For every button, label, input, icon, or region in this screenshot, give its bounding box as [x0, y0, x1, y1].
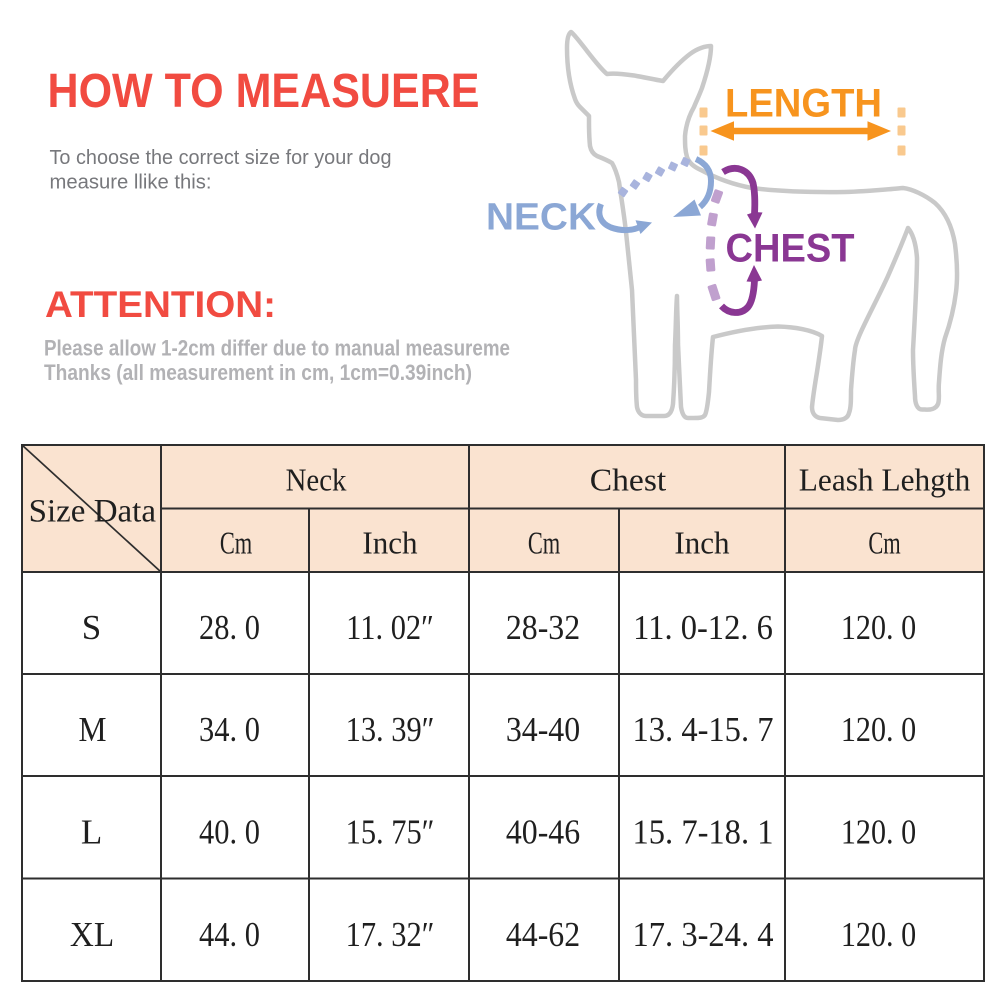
- svg-text:120. 0: 120. 0: [841, 813, 916, 852]
- svg-text:17. 32″: 17. 32″: [346, 916, 435, 954]
- svg-text:17. 3-24. 4: 17. 3-24. 4: [633, 916, 774, 954]
- svg-text:Cm: Cm: [528, 525, 561, 561]
- svg-text:34-40: 34-40: [506, 711, 580, 750]
- svg-text:Neck: Neck: [286, 462, 347, 498]
- svg-text:ATTENTION:: ATTENTION:: [45, 284, 276, 325]
- svg-text:11. 0-12. 6: 11. 0-12. 6: [633, 609, 773, 647]
- svg-text:Chest: Chest: [590, 463, 667, 498]
- svg-text:13. 39″: 13. 39″: [346, 711, 435, 749]
- svg-text:M: M: [79, 711, 107, 750]
- svg-text:XL: XL: [70, 916, 114, 954]
- svg-text:Thanks (all measurement in cm,: Thanks (all measurement in cm, 1cm=0.39i…: [44, 360, 472, 385]
- svg-text:13. 4-15. 7: 13. 4-15. 7: [633, 711, 774, 749]
- svg-text:Size Data: Size Data: [29, 494, 157, 530]
- svg-text:Inch: Inch: [362, 525, 417, 561]
- svg-text:Please allow 1-2cm differ due: Please allow 1-2cm differ due to manual …: [44, 336, 510, 361]
- svg-text:28. 0: 28. 0: [199, 609, 260, 647]
- svg-text:L: L: [81, 813, 102, 852]
- svg-text:Leash Lehgth: Leash Lehgth: [799, 462, 971, 497]
- svg-text:Inch: Inch: [674, 525, 729, 561]
- svg-text:40-46: 40-46: [506, 813, 580, 852]
- svg-text:15. 7-18. 1: 15. 7-18. 1: [633, 813, 774, 851]
- svg-text:34. 0: 34. 0: [199, 711, 260, 749]
- svg-text:To choose the correct size for: To choose the correct size for your dog: [50, 147, 392, 169]
- svg-text:measure llike this:: measure llike this:: [50, 172, 212, 194]
- svg-text:40. 0: 40. 0: [199, 814, 260, 852]
- svg-text:NECK: NECK: [486, 197, 597, 239]
- svg-text:120. 0: 120. 0: [841, 916, 916, 955]
- svg-text:120. 0: 120. 0: [841, 609, 916, 648]
- svg-text:15. 75″: 15. 75″: [346, 814, 435, 852]
- svg-text:Cm: Cm: [220, 525, 253, 561]
- svg-text:HOW TO MEASUERE: HOW TO MEASUERE: [48, 65, 480, 118]
- svg-text:Cm: Cm: [868, 525, 901, 561]
- svg-text:CHEST: CHEST: [726, 227, 855, 271]
- svg-text:120. 0: 120. 0: [841, 711, 916, 750]
- svg-text:11. 02″: 11. 02″: [346, 609, 434, 647]
- svg-text:44. 0: 44. 0: [199, 916, 260, 954]
- svg-text:28-32: 28-32: [506, 609, 580, 648]
- svg-text:LENGTH: LENGTH: [725, 82, 882, 126]
- svg-text:S: S: [82, 608, 101, 647]
- svg-text:44-62: 44-62: [506, 916, 580, 955]
